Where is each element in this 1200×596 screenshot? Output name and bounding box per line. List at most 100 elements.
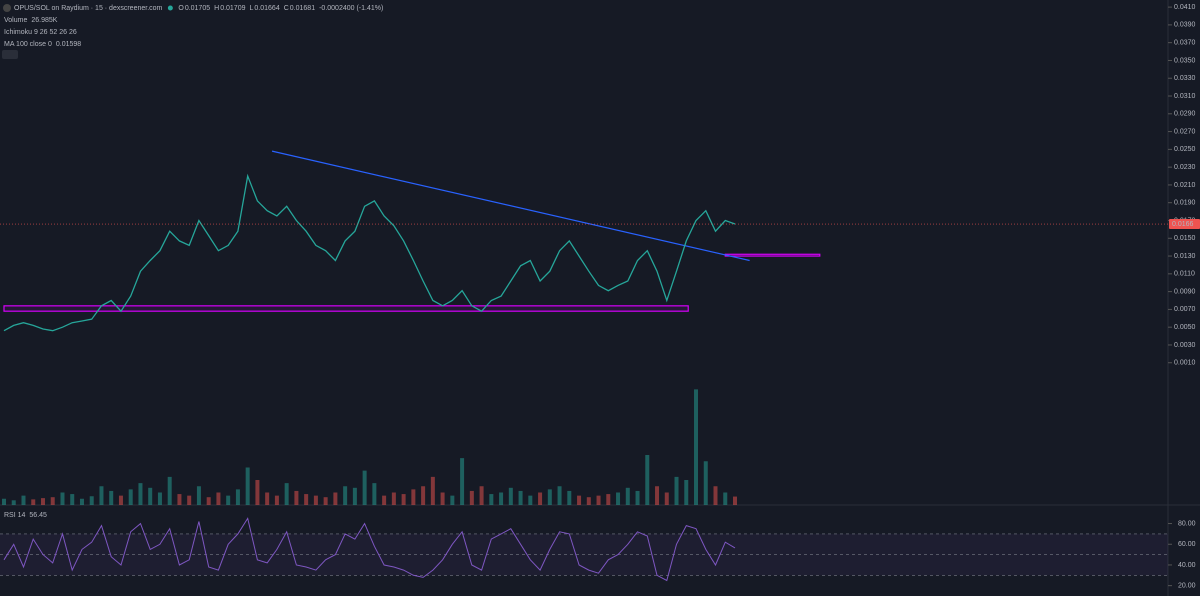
indicator-value: 26.985K	[31, 17, 57, 24]
price-line	[3, 173, 736, 332]
volume-bar	[148, 487, 153, 505]
volume-bar	[167, 476, 172, 505]
y-tick-label: 0.0250	[1174, 146, 1196, 153]
volume-bar	[333, 492, 338, 505]
status-dot	[167, 5, 173, 11]
volume-bar	[577, 495, 582, 505]
indicator-name: MA 100 close 0	[4, 41, 52, 48]
y-tick-label: 0.0190	[1174, 200, 1196, 207]
volume-bar	[694, 389, 699, 505]
rsi-tick-label: 40.00	[1178, 562, 1196, 569]
volume-bar	[382, 495, 387, 505]
last-price-label: 0.0166	[1172, 221, 1194, 228]
volume-bar	[606, 494, 611, 505]
volume-bar	[11, 500, 16, 505]
volume-bar	[723, 492, 728, 505]
y-tick-label: 0.0290	[1174, 111, 1196, 118]
volume-bar	[89, 496, 94, 505]
volume-bar	[421, 486, 426, 505]
volume-bar	[138, 483, 143, 505]
rsi-line	[3, 517, 736, 582]
volume-bar	[684, 480, 689, 505]
volume-bar	[557, 486, 562, 505]
volume-bar	[109, 490, 114, 505]
volume-bar	[187, 495, 192, 505]
token-icon	[3, 4, 11, 12]
volume-bar	[430, 476, 435, 505]
volume-bar	[294, 490, 299, 505]
y-tick-label: 0.0130	[1174, 253, 1196, 260]
volume-bar	[284, 483, 289, 505]
volume-bar	[313, 495, 318, 505]
ohlc-key: C	[284, 5, 289, 12]
volume-bar	[664, 492, 669, 505]
volume-bar	[157, 492, 162, 505]
volume-bar	[265, 492, 270, 505]
volume-bar	[567, 490, 572, 505]
ohlc-key: O	[178, 5, 184, 12]
volume-bar	[655, 486, 660, 505]
volume-bar	[440, 492, 445, 505]
ohlc-value: 0.01709	[220, 5, 245, 12]
volume-bar	[450, 495, 455, 505]
volume-bar	[625, 487, 630, 505]
volume-bar	[508, 487, 513, 505]
indicator-value: 0.01598	[56, 41, 81, 48]
ohlc-value: 0.01681	[290, 5, 315, 12]
volume-bar	[274, 495, 279, 505]
volume-bar	[372, 483, 377, 505]
y-tick-label: 0.0330	[1174, 75, 1196, 82]
ohlc-key: L	[250, 5, 254, 12]
volume-bar	[118, 495, 123, 505]
volume-bar	[235, 489, 240, 505]
volume-bar	[99, 486, 104, 505]
ohlc-key: H	[214, 5, 219, 12]
volume-bar	[40, 498, 45, 505]
volume-bar	[479, 486, 484, 505]
volume-bar	[196, 486, 201, 505]
y-tick-label: 0.0310	[1174, 93, 1196, 100]
y-tick-label: 0.0090	[1174, 288, 1196, 295]
y-tick-label: 0.0230	[1174, 164, 1196, 171]
volume-bar	[518, 490, 523, 505]
y-tick-label: 0.0050	[1174, 324, 1196, 331]
volume-bar	[70, 494, 75, 505]
zone	[3, 305, 689, 312]
y-tick-label: 0.0150	[1174, 235, 1196, 242]
y-tick-label: 0.0350	[1174, 57, 1196, 64]
y-tick-label: 0.0010	[1174, 360, 1196, 367]
volume-bar	[596, 495, 601, 505]
volume-bar	[31, 499, 36, 505]
y-tick-label: 0.0410	[1174, 4, 1196, 11]
volume-bar	[226, 495, 231, 505]
volume-bar	[343, 486, 348, 505]
volume-bar	[206, 497, 211, 505]
volume-bar	[21, 495, 26, 505]
volume-bar	[547, 489, 552, 505]
rsi-value: 56.45	[29, 512, 47, 519]
rsi-tick-label: 80.00	[1178, 520, 1196, 527]
volume-bar	[128, 489, 133, 505]
zone	[724, 253, 821, 257]
volume-bar	[703, 461, 708, 505]
volume-bar	[586, 497, 591, 505]
volume-bar	[255, 480, 260, 505]
change-value: -0.0002400 (-1.41%)	[319, 5, 383, 12]
volume-bar	[362, 470, 367, 505]
chart-title: OPUS/SOL on Raydium · 15 · dexscreener.c…	[14, 5, 163, 12]
rsi-label: RSI 14	[4, 512, 26, 519]
volume-bar	[216, 492, 221, 505]
volume-bar	[499, 492, 504, 505]
volume-bar	[304, 494, 309, 505]
rsi-tick-label: 20.00	[1178, 582, 1196, 589]
volume-bar	[733, 496, 737, 505]
volume-bar	[635, 490, 640, 505]
y-tick-label: 0.0070	[1174, 306, 1196, 313]
last-price-box	[1169, 219, 1200, 230]
volume-bar	[177, 494, 182, 505]
volume-bar	[245, 467, 250, 505]
volume-bar	[352, 487, 357, 505]
collapse-button[interactable]	[2, 50, 18, 59]
